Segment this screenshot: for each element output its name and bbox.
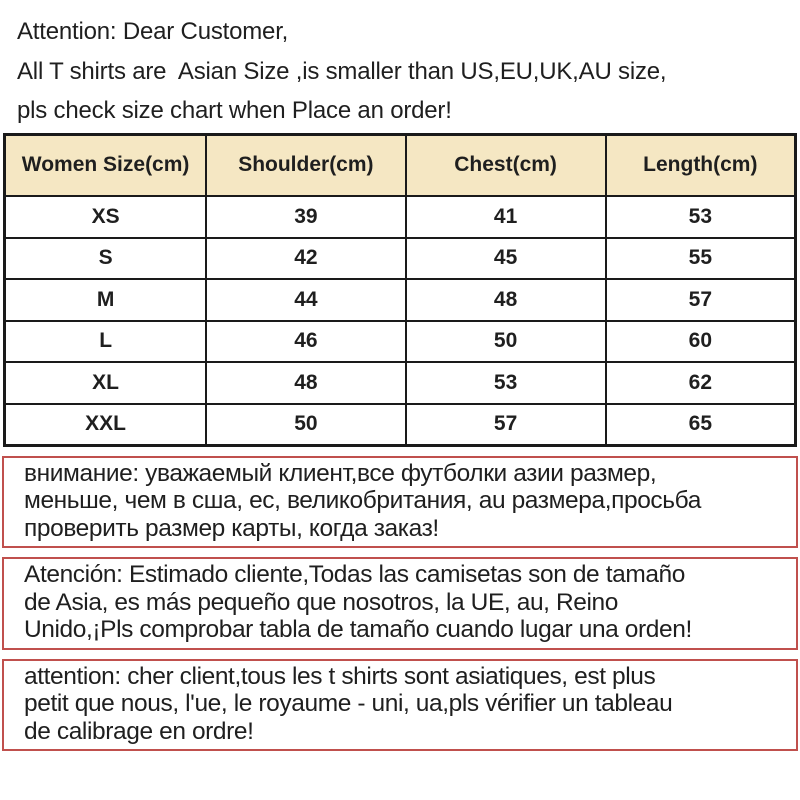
shoulder-cell: 39 bbox=[205, 195, 407, 239]
chest-cell: 57 bbox=[404, 402, 607, 446]
spanish-note-line-3: Unido,¡Pls comprobar tabla de tamaño cua… bbox=[24, 616, 692, 643]
size-cell: S bbox=[3, 236, 208, 280]
shoulder-cell: 46 bbox=[205, 319, 407, 363]
table-row-xs: XS 39 41 53 bbox=[3, 195, 797, 239]
size-cell: XXL bbox=[3, 402, 208, 446]
column-header-chest: Chest(cm) bbox=[404, 133, 607, 197]
chest-cell: 41 bbox=[404, 195, 607, 239]
russian-note-line-2: меньше, чем в сша, ес, великобритания, a… bbox=[24, 487, 701, 514]
shoulder-cell: 50 bbox=[205, 402, 407, 446]
length-cell: 60 bbox=[604, 319, 797, 363]
table-row-l: L 46 50 60 bbox=[3, 319, 797, 363]
column-header-women-size: Women Size(cm) bbox=[3, 133, 208, 197]
size-chart-table: Women Size(cm) Shoulder(cm) Chest(cm) Le… bbox=[3, 132, 797, 447]
attention-note-line-3: pls check size chart when Place an order… bbox=[17, 97, 452, 124]
table-row-m: M 44 48 57 bbox=[3, 278, 797, 322]
column-header-shoulder: Shoulder(cm) bbox=[205, 133, 407, 197]
attention-note-line-1: Attention: Dear Customer, bbox=[17, 18, 289, 45]
length-cell: 57 bbox=[604, 278, 797, 322]
length-cell: 65 bbox=[604, 402, 797, 446]
chest-cell: 50 bbox=[404, 319, 607, 363]
attention-note-line-2: All T shirts are Asian Size ,is smaller … bbox=[17, 57, 667, 85]
attention-note: Attention: Dear Customer, All T shirts a… bbox=[0, 0, 800, 131]
russian-note-line-1: внимание: уважаемый клиент,все футболки … bbox=[24, 459, 657, 487]
translation-note-russian: внимание: уважаемый клиент,все футболки … bbox=[2, 455, 798, 548]
table-header-row: Women Size(cm) Shoulder(cm) Chest(cm) Le… bbox=[3, 133, 797, 197]
shoulder-cell: 44 bbox=[205, 278, 407, 322]
chest-cell: 45 bbox=[404, 236, 607, 280]
shoulder-cell: 42 bbox=[205, 236, 407, 280]
table-row-s: S 42 45 55 bbox=[3, 236, 797, 280]
translation-note-french: attention: cher client,tous les t shirts… bbox=[2, 658, 798, 751]
length-cell: 55 bbox=[604, 236, 797, 280]
table-row-xl: XL 48 53 62 bbox=[3, 361, 797, 405]
spanish-note-line-1: Atención: Estimado cliente,Todas las cam… bbox=[24, 561, 686, 588]
french-note-line-2: petit que nous, l'ue, le royaume - uni, … bbox=[24, 690, 673, 717]
size-cell: XL bbox=[3, 361, 208, 405]
french-note-line-1: attention: cher client,tous les t shirts… bbox=[24, 662, 656, 690]
french-note-line-3: de calibrage en ordre! bbox=[24, 717, 254, 745]
shoulder-cell: 48 bbox=[205, 361, 407, 405]
length-cell: 53 bbox=[604, 195, 797, 239]
chest-cell: 48 bbox=[404, 278, 607, 322]
size-cell: L bbox=[3, 319, 208, 363]
translation-note-spanish: Atención: Estimado cliente,Todas las cam… bbox=[2, 557, 798, 650]
spanish-note-line-2: de Asia, es más pequeño que nosotros, la… bbox=[24, 588, 619, 616]
chest-cell: 53 bbox=[404, 361, 607, 405]
length-cell: 62 bbox=[604, 361, 797, 405]
table-row-xxl: XXL 50 57 65 bbox=[3, 402, 797, 446]
size-cell: M bbox=[3, 278, 208, 322]
size-cell: XS bbox=[3, 195, 208, 239]
column-header-length: Length(cm) bbox=[604, 133, 797, 197]
russian-note-line-3: проверить размер карты, когда заказ! bbox=[24, 514, 439, 542]
